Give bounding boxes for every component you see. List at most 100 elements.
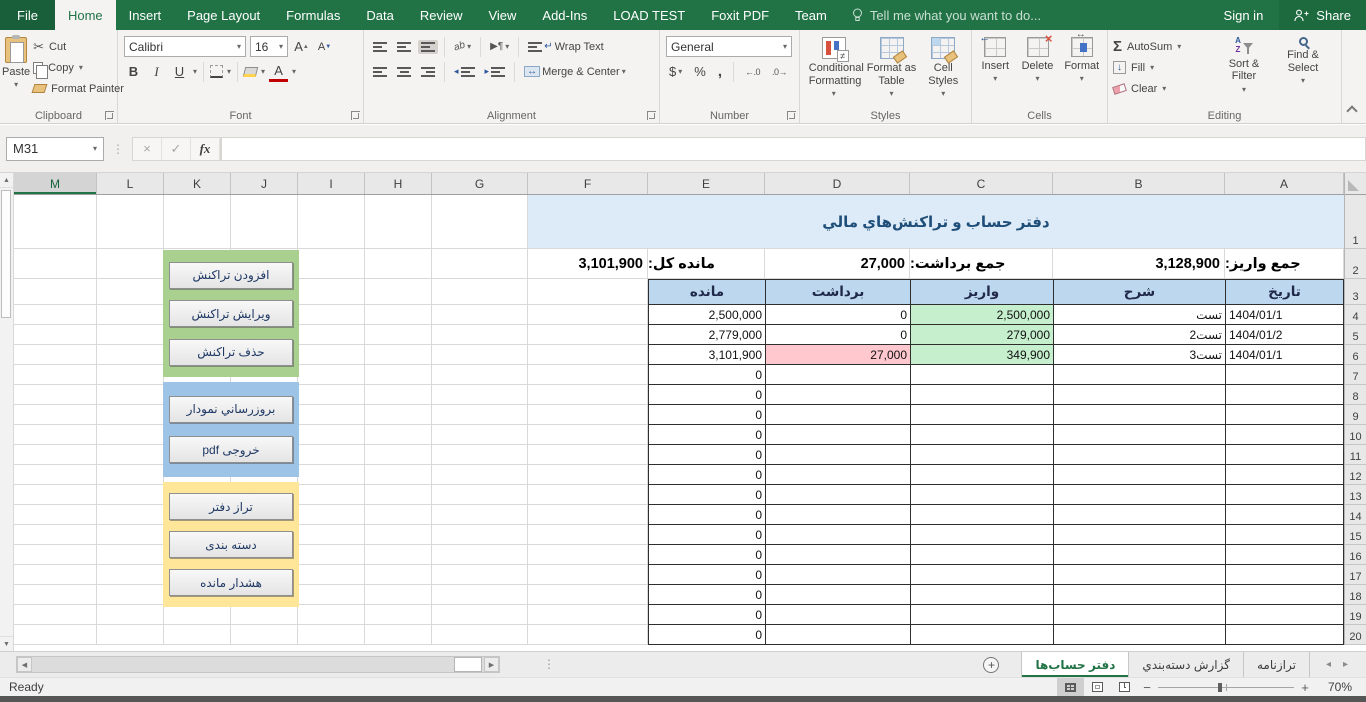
cell-G8[interactable] bbox=[432, 385, 528, 405]
tab-home[interactable]: Home bbox=[54, 0, 116, 30]
cell-M11[interactable] bbox=[14, 445, 97, 465]
cell-E16[interactable]: 0 bbox=[648, 545, 765, 565]
cell-A2[interactable]: جمع واریز: bbox=[1225, 249, 1344, 279]
clear-button[interactable]: Clear ▾ bbox=[1110, 78, 1214, 99]
column-header-G[interactable]: G bbox=[432, 173, 528, 194]
cell-B11[interactable] bbox=[1053, 445, 1225, 465]
cell-G7[interactable] bbox=[432, 365, 528, 385]
cell-G15[interactable] bbox=[432, 525, 528, 545]
cell-A7[interactable] bbox=[1225, 365, 1344, 385]
cell-F16[interactable] bbox=[528, 545, 648, 565]
cell-G11[interactable] bbox=[432, 445, 528, 465]
sheet-tab-gozaresh-dastebandi[interactable]: گزارش دسته‌بندي bbox=[1128, 652, 1243, 677]
cut-button[interactable]: ✂ Cut bbox=[30, 36, 127, 57]
row-header-8[interactable]: 8 bbox=[1345, 385, 1366, 405]
cell-G2[interactable] bbox=[432, 249, 528, 279]
cell-I18[interactable] bbox=[298, 585, 365, 605]
cell-E17[interactable]: 0 bbox=[648, 565, 765, 585]
cell-D6[interactable]: 27,000 bbox=[765, 345, 910, 365]
cell-G3[interactable] bbox=[432, 279, 528, 305]
cell-M9[interactable] bbox=[14, 405, 97, 425]
font-size-select[interactable]: 16 ▾ bbox=[250, 36, 288, 57]
cell-H1[interactable] bbox=[365, 195, 432, 249]
zoom-in-button[interactable]: + bbox=[1301, 679, 1309, 695]
cell-H13[interactable] bbox=[365, 485, 432, 505]
column-header-F[interactable]: F bbox=[528, 173, 648, 194]
cell-A6[interactable]: 1404/01/1 bbox=[1225, 345, 1344, 365]
cell-E10[interactable]: 0 bbox=[648, 425, 765, 445]
cell-F19[interactable] bbox=[528, 605, 648, 625]
cell-F9[interactable] bbox=[528, 405, 648, 425]
cell-M4[interactable] bbox=[14, 305, 97, 325]
cell-I2[interactable] bbox=[298, 249, 365, 279]
cell-M17[interactable] bbox=[14, 565, 97, 585]
cell-I16[interactable] bbox=[298, 545, 365, 565]
format-as-table-button[interactable]: Format as Table ▾ bbox=[866, 34, 918, 107]
cell-H16[interactable] bbox=[365, 545, 432, 565]
cell-H5[interactable] bbox=[365, 325, 432, 345]
cell-E15[interactable]: 0 bbox=[648, 525, 765, 545]
column-header-I[interactable]: I bbox=[298, 173, 365, 194]
row-header-9[interactable]: 9 bbox=[1345, 405, 1366, 425]
cell-C18[interactable] bbox=[910, 585, 1053, 605]
cell-D9[interactable] bbox=[765, 405, 910, 425]
text-direction-button[interactable]: ▶¶ ▾ bbox=[490, 41, 510, 52]
cell-F20[interactable] bbox=[528, 625, 648, 645]
conditional-formatting-button[interactable]: ≠ Conditional Formatting ▾ bbox=[805, 34, 864, 107]
italic-button[interactable]: I bbox=[154, 63, 159, 79]
cell-F12[interactable] bbox=[528, 465, 648, 485]
cell-B6[interactable]: تست3 bbox=[1053, 345, 1225, 365]
formula-input[interactable] bbox=[221, 136, 1366, 161]
cell-F5[interactable] bbox=[528, 325, 648, 345]
tab-add-ins[interactable]: Add-Ins bbox=[542, 7, 588, 23]
cell-D19[interactable] bbox=[765, 605, 910, 625]
cell-B20[interactable] bbox=[1053, 625, 1225, 645]
cell-A14[interactable] bbox=[1225, 505, 1344, 525]
scroll-up-icon[interactable]: ▲ bbox=[0, 173, 13, 188]
cell-H3[interactable] bbox=[365, 279, 432, 305]
cell-L15[interactable] bbox=[97, 525, 164, 545]
row-header-14[interactable]: 14 bbox=[1345, 505, 1366, 525]
delete-cells-button[interactable]: × Delete ▾ bbox=[1021, 31, 1054, 83]
cell-M16[interactable] bbox=[14, 545, 97, 565]
cell-B7[interactable] bbox=[1053, 365, 1225, 385]
number-dialog-launcher-icon[interactable] bbox=[787, 111, 796, 120]
cell-M18[interactable] bbox=[14, 585, 97, 605]
cell-C13[interactable] bbox=[910, 485, 1053, 505]
cell-I1[interactable] bbox=[298, 195, 365, 249]
column-header-D[interactable]: D bbox=[765, 173, 910, 194]
cell-B8[interactable] bbox=[1053, 385, 1225, 405]
cell-E4[interactable]: 2,500,000 bbox=[648, 305, 765, 325]
cell-C4[interactable]: 2,500,000 bbox=[910, 305, 1053, 325]
cell-I17[interactable] bbox=[298, 565, 365, 585]
cell-G10[interactable] bbox=[432, 425, 528, 445]
cell-D12[interactable] bbox=[765, 465, 910, 485]
cell-A10[interactable] bbox=[1225, 425, 1344, 445]
cell-L6[interactable] bbox=[97, 345, 164, 365]
sign-in-button[interactable]: Sign in bbox=[1223, 7, 1264, 23]
orientation-button[interactable]: ab ▾ bbox=[452, 39, 472, 54]
horizontal-scrollbar[interactable]: ◀ ▶ bbox=[16, 656, 500, 673]
macro-button-edit-transaction[interactable]: ویرایش تراکنش bbox=[169, 300, 293, 327]
page-layout-view-button[interactable] bbox=[1084, 678, 1111, 697]
cell-F10[interactable] bbox=[528, 425, 648, 445]
cell-G6[interactable] bbox=[432, 345, 528, 365]
cell-D10[interactable] bbox=[765, 425, 910, 445]
row-header-1[interactable]: 1 bbox=[1345, 195, 1366, 249]
row-header-12[interactable]: 12 bbox=[1345, 465, 1366, 485]
bold-button[interactable]: B bbox=[128, 64, 139, 79]
cell-F7[interactable] bbox=[528, 365, 648, 385]
cell-E13[interactable]: 0 bbox=[648, 485, 765, 505]
alignment-dialog-launcher-icon[interactable] bbox=[647, 111, 656, 120]
macro-button-delete-transaction[interactable]: حذف تراکنش bbox=[169, 338, 293, 366]
cell-A16[interactable] bbox=[1225, 545, 1344, 565]
align-middle-button[interactable] bbox=[394, 40, 414, 54]
horizontal-scroll-thumb[interactable] bbox=[454, 657, 482, 672]
cell-A12[interactable] bbox=[1225, 465, 1344, 485]
tab-foxit-pdf[interactable]: Foxit PDF bbox=[711, 7, 770, 23]
cell-E19[interactable]: 0 bbox=[648, 605, 765, 625]
cell-D5[interactable]: 0 bbox=[765, 325, 910, 345]
cell-D13[interactable] bbox=[765, 485, 910, 505]
tab-insert[interactable]: Insert bbox=[128, 7, 162, 23]
